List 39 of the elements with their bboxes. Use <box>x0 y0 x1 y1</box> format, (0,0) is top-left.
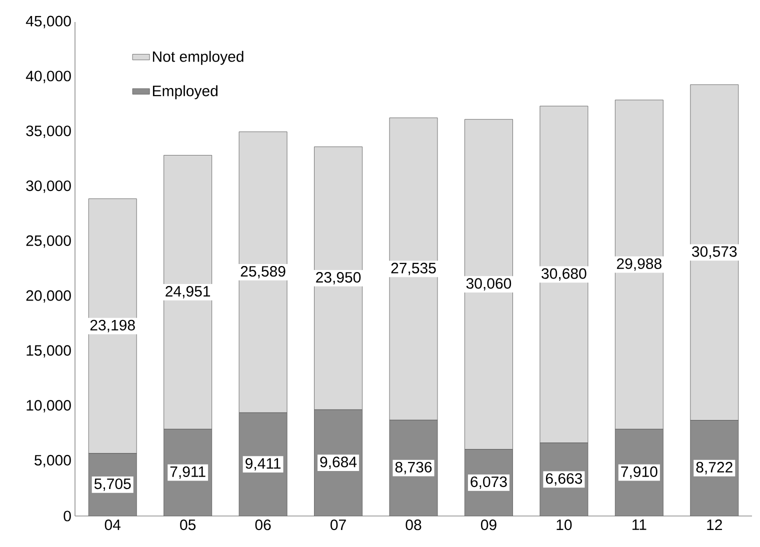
data-label: 8,736 <box>395 462 432 474</box>
data-label: 30,060 <box>466 278 512 291</box>
y-tick-label: 15,000 <box>26 345 71 358</box>
data-label: 7,911 <box>170 466 206 479</box>
legend-label: Employed <box>152 85 218 100</box>
data-label: 29,988 <box>616 258 662 271</box>
x-tick-label: 06 <box>255 520 271 530</box>
y-tick-label: 40,000 <box>26 70 71 84</box>
data-label: 6,663 <box>546 473 582 486</box>
data-label: 5,705 <box>94 478 131 491</box>
x-tick-label: 07 <box>330 520 346 530</box>
x-tick-label: 05 <box>180 520 196 530</box>
data-label: 9,411 <box>246 458 281 471</box>
data-label: 27,535 <box>391 262 436 276</box>
data-label: 30,680 <box>542 268 586 281</box>
y-tick-label: 30,000 <box>26 180 71 193</box>
data-label: 7,910 <box>621 466 658 479</box>
y-tick-label: 25,000 <box>26 235 71 248</box>
y-tick-label: 0 <box>64 510 71 522</box>
x-tick-label: 11 <box>632 520 646 530</box>
legend-label: Not employed <box>152 50 244 65</box>
x-tick-label: 12 <box>707 520 722 530</box>
x-tick-label: 10 <box>556 520 572 530</box>
y-tick-label: 45,000 <box>26 16 71 28</box>
x-tick-label: 04 <box>104 520 121 530</box>
x-tick-label: 09 <box>480 520 496 530</box>
data-label: 30,573 <box>692 246 737 259</box>
y-tick-label: 35,000 <box>26 126 71 138</box>
data-label: 6,073 <box>470 476 507 489</box>
y-tick-label: 5,000 <box>34 454 71 468</box>
data-label: 25,589 <box>240 266 286 278</box>
data-label: 23,198 <box>90 320 135 332</box>
data-label: 9,684 <box>320 456 357 470</box>
x-tick-label: 08 <box>406 520 422 530</box>
y-tick-label: 10,000 <box>26 400 71 412</box>
data-label: 24,951 <box>166 286 210 298</box>
y-tick-label: 20,000 <box>26 290 71 303</box>
data-label: 8,722 <box>696 462 732 474</box>
data-label: 23,950 <box>316 272 361 284</box>
